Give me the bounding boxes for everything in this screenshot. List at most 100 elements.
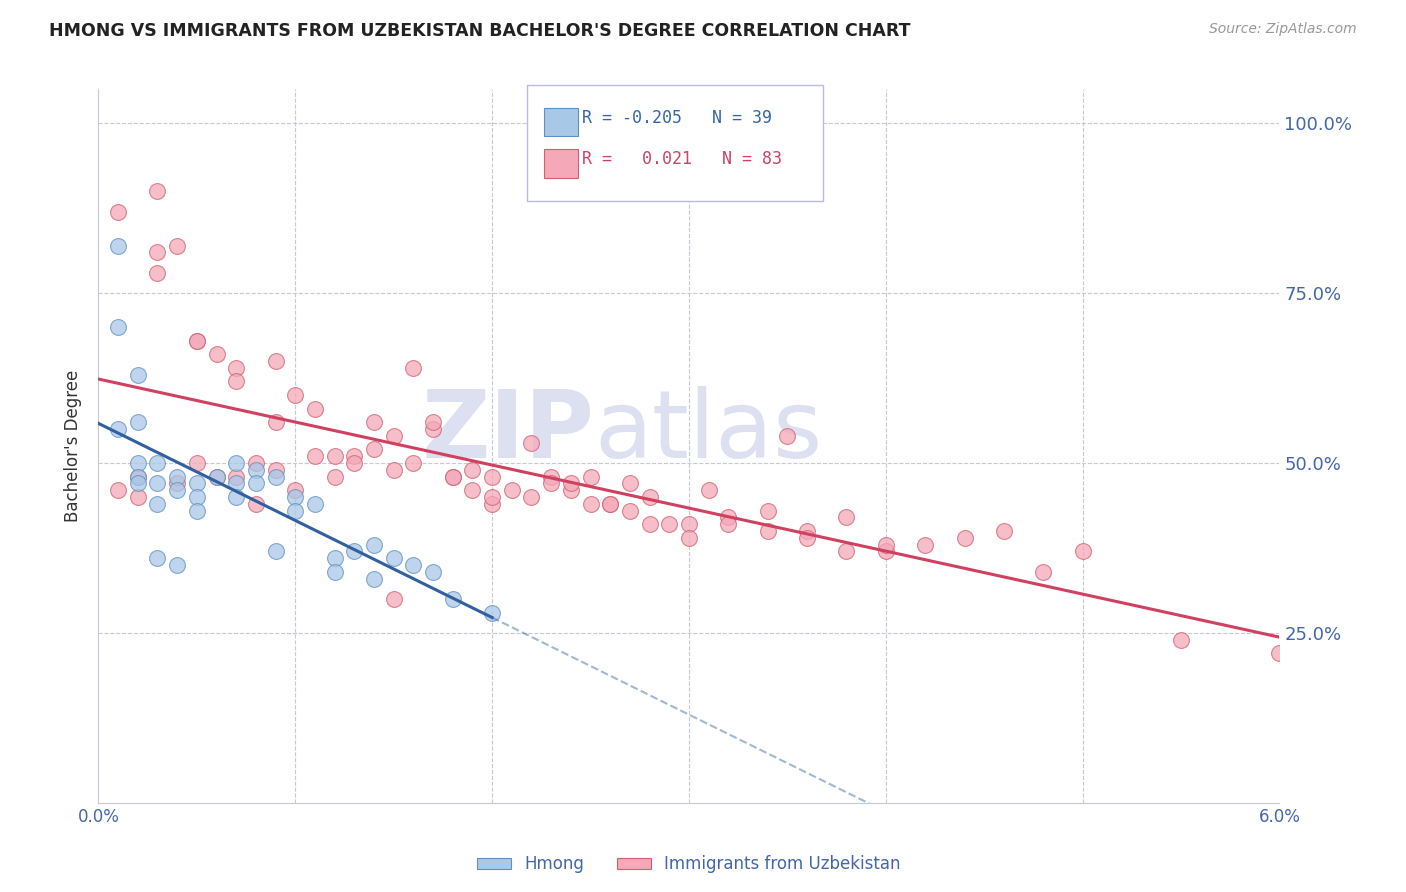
- Point: [186, 490, 208, 504]
- Point: [796, 531, 818, 545]
- Point: [619, 503, 641, 517]
- Point: [264, 354, 287, 368]
- Y-axis label: Bachelor's Degree: Bachelor's Degree: [65, 370, 83, 522]
- Point: [875, 537, 897, 551]
- Point: [146, 551, 169, 566]
- Point: [107, 238, 129, 252]
- Point: [560, 483, 582, 498]
- Point: [1170, 632, 1192, 647]
- Point: [1071, 544, 1094, 558]
- Point: [560, 476, 582, 491]
- Point: [127, 469, 149, 483]
- Point: [776, 429, 799, 443]
- Point: [520, 435, 543, 450]
- Point: [520, 490, 543, 504]
- Point: [402, 558, 425, 572]
- Point: [382, 429, 405, 443]
- Point: [186, 476, 208, 491]
- Point: [422, 415, 444, 429]
- Point: [205, 469, 228, 483]
- Point: [225, 375, 247, 389]
- Point: [225, 456, 247, 470]
- Point: [146, 476, 169, 491]
- Point: [835, 510, 858, 524]
- Point: [953, 531, 976, 545]
- Point: [717, 517, 740, 532]
- Point: [441, 469, 464, 483]
- Point: [107, 422, 129, 436]
- Text: HMONG VS IMMIGRANTS FROM UZBEKISTAN BACHELOR'S DEGREE CORRELATION CHART: HMONG VS IMMIGRANTS FROM UZBEKISTAN BACH…: [49, 22, 911, 40]
- Point: [264, 544, 287, 558]
- Point: [264, 469, 287, 483]
- Legend: Hmong, Immigrants from Uzbekistan: Hmong, Immigrants from Uzbekistan: [471, 849, 907, 880]
- Point: [284, 503, 307, 517]
- Point: [363, 442, 385, 457]
- Point: [619, 476, 641, 491]
- Point: [382, 551, 405, 566]
- Point: [186, 456, 208, 470]
- Point: [638, 517, 661, 532]
- Point: [993, 524, 1015, 538]
- Point: [127, 415, 149, 429]
- Point: [914, 537, 936, 551]
- Point: [304, 449, 326, 463]
- Point: [717, 510, 740, 524]
- Point: [579, 469, 602, 483]
- Text: atlas: atlas: [595, 385, 823, 478]
- Point: [540, 469, 562, 483]
- Point: [343, 544, 366, 558]
- Point: [343, 456, 366, 470]
- Point: [205, 347, 228, 361]
- Point: [323, 551, 346, 566]
- Point: [461, 483, 484, 498]
- Point: [658, 517, 681, 532]
- Point: [146, 266, 169, 280]
- Point: [599, 497, 621, 511]
- Point: [796, 524, 818, 538]
- Text: R = -0.205   N = 39: R = -0.205 N = 39: [582, 109, 772, 127]
- Point: [284, 490, 307, 504]
- Point: [382, 463, 405, 477]
- Point: [225, 360, 247, 375]
- Point: [678, 531, 700, 545]
- Point: [1268, 646, 1291, 660]
- Point: [599, 497, 621, 511]
- Point: [107, 320, 129, 334]
- Point: [697, 483, 720, 498]
- Point: [225, 490, 247, 504]
- Point: [304, 497, 326, 511]
- Point: [284, 483, 307, 498]
- Point: [638, 490, 661, 504]
- Point: [264, 415, 287, 429]
- Point: [146, 456, 169, 470]
- Point: [166, 476, 188, 491]
- Point: [245, 497, 267, 511]
- Point: [835, 544, 858, 558]
- Point: [756, 524, 779, 538]
- Point: [245, 476, 267, 491]
- Point: [166, 469, 188, 483]
- Point: [323, 565, 346, 579]
- Point: [441, 469, 464, 483]
- Point: [481, 606, 503, 620]
- Point: [264, 463, 287, 477]
- Point: [146, 245, 169, 260]
- Point: [186, 334, 208, 348]
- Point: [481, 490, 503, 504]
- Point: [205, 469, 228, 483]
- Point: [382, 591, 405, 606]
- Point: [127, 469, 149, 483]
- Point: [127, 368, 149, 382]
- Point: [166, 558, 188, 572]
- Point: [461, 463, 484, 477]
- Point: [225, 476, 247, 491]
- Point: [323, 449, 346, 463]
- Point: [363, 572, 385, 586]
- Text: ZIP: ZIP: [422, 385, 595, 478]
- Point: [422, 565, 444, 579]
- Point: [127, 490, 149, 504]
- Point: [481, 469, 503, 483]
- Point: [127, 456, 149, 470]
- Text: R =   0.021   N = 83: R = 0.021 N = 83: [582, 150, 782, 168]
- Point: [166, 483, 188, 498]
